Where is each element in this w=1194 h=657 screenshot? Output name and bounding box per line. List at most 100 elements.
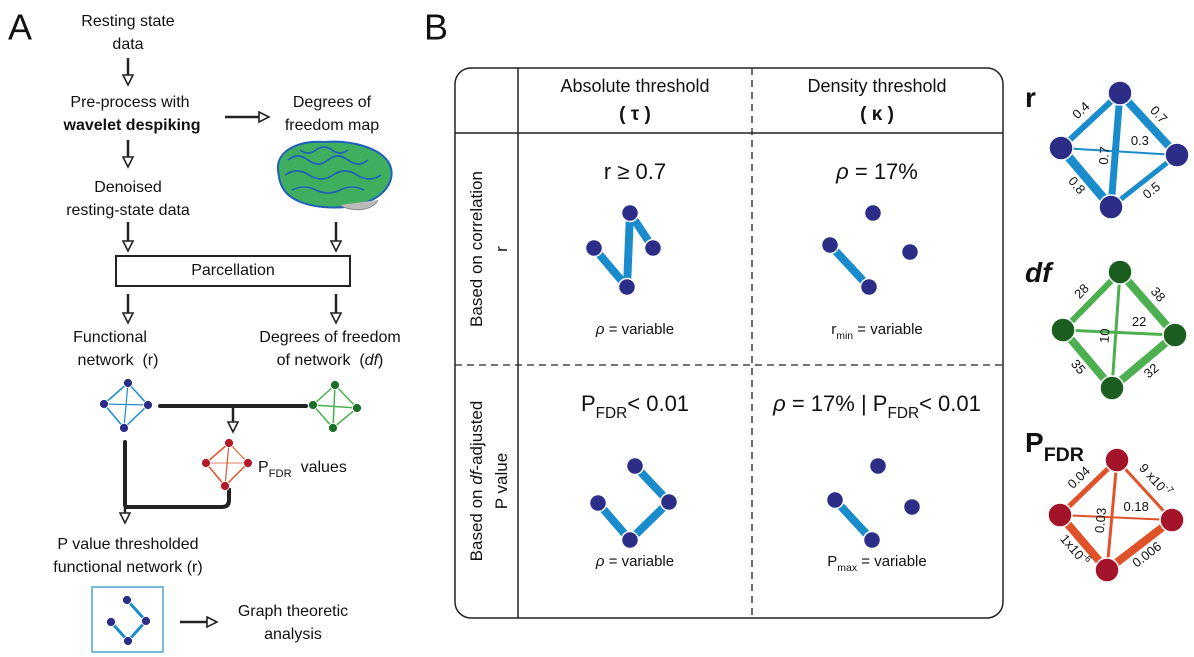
functional-net-edge	[103, 403, 125, 429]
italic-part: df	[467, 468, 486, 484]
pfdr-net-node	[201, 458, 211, 468]
text-part: )	[378, 352, 383, 369]
network-title: PFDR	[1025, 427, 1084, 466]
dof-net-edge	[332, 384, 336, 429]
edge-label: 9 x10-7	[1136, 459, 1176, 500]
text-part: r	[831, 321, 836, 338]
parcellation-box	[115, 255, 351, 287]
column-symbol: ( κ )	[860, 104, 894, 125]
label: Parcellation	[191, 262, 275, 279]
pfdr-net-edge	[205, 462, 226, 487]
cell-heading: PFDR< 0.01	[581, 391, 689, 422]
weighted-net-edge	[1058, 90, 1123, 151]
label: freedom map	[285, 117, 379, 134]
text-part: = variable	[604, 321, 674, 338]
functional-net-node	[119, 423, 129, 433]
weighted-net-edge	[1116, 268, 1179, 339]
cell-net-node	[820, 235, 840, 255]
subscript: max	[837, 562, 858, 574]
text-part: values	[292, 459, 347, 476]
edge-label: 10	[1097, 328, 1113, 343]
cell-footer: ρ = variable	[595, 553, 674, 570]
panel-label: B	[424, 7, 448, 48]
text-part: P value	[492, 453, 511, 509]
weighted-net-edge	[1110, 270, 1122, 390]
weighted-net-node	[1099, 375, 1125, 401]
connector	[125, 488, 231, 509]
pfdr-net-edge	[224, 442, 230, 487]
text-part: r ≥ 0.7	[604, 159, 666, 184]
pfdr-net-edge	[205, 442, 230, 464]
label: Graph theoretic	[238, 603, 348, 620]
label: Denoised	[94, 179, 162, 196]
italic-part: ρ	[595, 321, 605, 338]
weighted-net-edge	[1060, 147, 1178, 156]
thresholded-net-node	[141, 616, 151, 626]
thresholded-net-node	[123, 636, 133, 646]
text-part: Based on	[467, 485, 486, 562]
functional-net-node	[99, 399, 109, 409]
subscript: FDR	[1044, 444, 1084, 466]
weighted-net-node	[1107, 80, 1133, 106]
label: Degrees of freedom	[259, 329, 400, 346]
weighted-net-node	[1159, 507, 1185, 533]
brain-folds	[284, 146, 382, 194]
edge-label: 0.3	[1131, 133, 1149, 148]
weighted-net-node	[1104, 447, 1130, 473]
dof-net-edge	[312, 404, 334, 429]
functional-net-edge	[123, 382, 129, 429]
cell-net-edge	[623, 209, 634, 291]
edge-label: 0.7	[1096, 146, 1112, 165]
weighted-net-node	[1050, 317, 1076, 343]
dof-net-edge	[332, 407, 358, 429]
dof-net-node	[308, 400, 318, 410]
weighted-net-node	[1162, 322, 1188, 348]
cell-heading: ρ = 17%	[835, 159, 918, 184]
label: PFDR values	[258, 459, 347, 480]
text-part: < 0.01	[627, 391, 689, 416]
column-title: Absolute threshold	[560, 76, 709, 96]
cell-heading: ρ = 17% | PFDR< 0.01	[772, 391, 981, 422]
cell-net-node	[902, 497, 922, 517]
text-part: Based on correlation	[467, 171, 486, 327]
row-label: r	[492, 246, 511, 252]
cell-net-node	[617, 277, 637, 297]
functional-net-edge	[127, 382, 149, 406]
text-part: P	[258, 459, 269, 476]
label: Degrees of	[293, 94, 372, 111]
weighted-net-edge	[1061, 328, 1177, 337]
weighted-net-edge	[1108, 152, 1180, 210]
cell-net-edge	[826, 241, 873, 291]
functional-net-edge	[103, 382, 129, 405]
italic-part: ρ	[835, 159, 849, 184]
cell-net-node	[659, 492, 679, 512]
label: of network (df)	[277, 352, 384, 369]
label: data	[112, 36, 143, 53]
panel-label: A	[8, 7, 32, 48]
pfdr-net-node	[220, 481, 230, 491]
weighted-net-node	[1094, 557, 1120, 583]
text-part: r	[492, 246, 511, 252]
cell-net-node	[900, 242, 920, 262]
text-part: of network (	[277, 352, 366, 369]
cell-net-node	[620, 203, 640, 223]
weighted-net-node	[1164, 142, 1190, 168]
weighted-net-edge	[1116, 89, 1181, 159]
pfdr-net-node	[224, 438, 234, 448]
label: functional network (r)	[53, 559, 202, 576]
text-part: r	[1025, 82, 1036, 113]
dof-net-edge	[334, 384, 358, 409]
cell-net-node	[643, 238, 663, 258]
functional-net-edge	[123, 404, 149, 429]
dof-net-node	[352, 403, 362, 413]
network-title: r	[1025, 82, 1036, 113]
brain-stem	[339, 199, 379, 211]
text-part: P	[581, 391, 596, 416]
pfdr-net-edge	[224, 462, 249, 487]
subscript: min	[836, 330, 853, 342]
cell-net-node	[584, 238, 604, 258]
edge-label: 0.03	[1092, 507, 1109, 534]
column-symbol: ( τ )	[619, 104, 651, 125]
table-frame	[454, 67, 1004, 619]
